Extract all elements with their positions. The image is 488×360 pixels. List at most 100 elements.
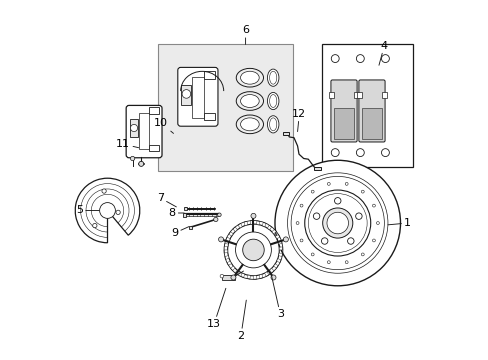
Circle shape <box>321 238 327 244</box>
Polygon shape <box>267 225 271 230</box>
Circle shape <box>130 156 135 161</box>
Text: 5: 5 <box>76 206 99 216</box>
Circle shape <box>102 189 106 193</box>
Polygon shape <box>259 274 263 279</box>
Circle shape <box>213 217 218 222</box>
Polygon shape <box>228 231 233 236</box>
Circle shape <box>355 213 362 219</box>
Circle shape <box>334 198 340 204</box>
Ellipse shape <box>240 95 259 108</box>
FancyBboxPatch shape <box>330 80 356 142</box>
Circle shape <box>116 210 120 215</box>
Polygon shape <box>224 250 227 253</box>
Polygon shape <box>277 240 282 244</box>
Circle shape <box>322 208 352 238</box>
Circle shape <box>139 161 143 166</box>
Polygon shape <box>225 237 230 241</box>
Circle shape <box>326 212 348 234</box>
Ellipse shape <box>267 93 278 110</box>
Polygon shape <box>240 273 244 278</box>
Circle shape <box>220 274 223 278</box>
Polygon shape <box>273 264 278 268</box>
Circle shape <box>300 204 303 207</box>
Circle shape <box>330 55 339 63</box>
Polygon shape <box>244 221 247 225</box>
Circle shape <box>250 213 255 219</box>
Polygon shape <box>275 234 280 239</box>
Circle shape <box>381 55 388 63</box>
Text: 9: 9 <box>171 226 188 238</box>
Bar <box>222 275 234 280</box>
Circle shape <box>345 183 347 185</box>
Bar <box>203 113 215 121</box>
Circle shape <box>300 239 303 242</box>
Circle shape <box>242 239 264 261</box>
Circle shape <box>311 253 313 256</box>
Bar <box>353 92 358 98</box>
FancyBboxPatch shape <box>126 105 162 158</box>
Circle shape <box>372 204 375 207</box>
Bar <box>333 108 353 139</box>
Bar <box>282 132 289 135</box>
Polygon shape <box>269 268 274 273</box>
FancyBboxPatch shape <box>358 80 384 142</box>
FancyBboxPatch shape <box>178 67 218 126</box>
Circle shape <box>356 149 364 157</box>
Bar <box>382 92 386 98</box>
Polygon shape <box>271 229 276 234</box>
Circle shape <box>270 275 275 280</box>
Text: 1: 1 <box>387 218 410 228</box>
Bar <box>203 71 215 78</box>
Circle shape <box>227 224 279 276</box>
Bar <box>149 107 159 114</box>
Ellipse shape <box>130 125 137 132</box>
Bar <box>181 85 191 105</box>
Text: 2: 2 <box>237 300 246 341</box>
Bar <box>158 44 292 171</box>
Bar <box>314 167 320 170</box>
Ellipse shape <box>267 116 278 133</box>
Polygon shape <box>250 221 253 224</box>
Ellipse shape <box>267 69 278 86</box>
Circle shape <box>93 224 97 228</box>
Circle shape <box>372 239 375 242</box>
Circle shape <box>283 237 288 242</box>
Ellipse shape <box>236 115 263 134</box>
Polygon shape <box>246 275 250 279</box>
Bar <box>129 119 138 137</box>
Circle shape <box>217 213 221 217</box>
Polygon shape <box>224 256 228 260</box>
Polygon shape <box>253 276 256 279</box>
Circle shape <box>311 190 313 193</box>
Circle shape <box>296 222 298 225</box>
Polygon shape <box>256 221 260 225</box>
Circle shape <box>361 190 364 193</box>
Polygon shape <box>279 247 282 250</box>
Polygon shape <box>262 222 265 227</box>
Polygon shape <box>232 227 237 231</box>
Text: 6: 6 <box>242 25 248 44</box>
Ellipse shape <box>240 118 259 131</box>
Circle shape <box>381 149 388 157</box>
Bar <box>357 92 361 98</box>
Text: 13: 13 <box>206 288 225 329</box>
Ellipse shape <box>236 92 263 110</box>
Bar <box>321 44 412 167</box>
Circle shape <box>326 261 329 264</box>
Circle shape <box>376 222 379 225</box>
Circle shape <box>313 213 319 219</box>
Ellipse shape <box>236 68 263 87</box>
Circle shape <box>218 237 223 242</box>
Ellipse shape <box>240 71 259 84</box>
Text: 12: 12 <box>292 109 306 132</box>
Circle shape <box>361 253 364 256</box>
Text: 10: 10 <box>154 118 173 134</box>
Circle shape <box>326 183 329 185</box>
Circle shape <box>100 203 115 219</box>
Circle shape <box>230 275 236 280</box>
Polygon shape <box>278 253 282 256</box>
Bar <box>183 207 187 210</box>
Bar <box>329 92 333 98</box>
Circle shape <box>304 190 370 256</box>
Bar <box>192 77 203 118</box>
